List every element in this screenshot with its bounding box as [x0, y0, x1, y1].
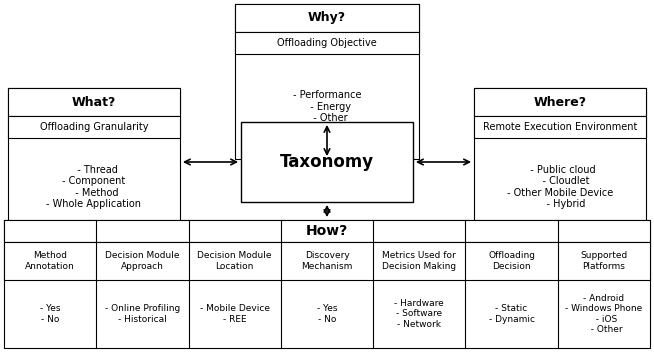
Text: Offloading Granularity: Offloading Granularity [40, 122, 148, 132]
Text: Supported
Platforms: Supported Platforms [580, 251, 627, 271]
Text: Offloading
Decision: Offloading Decision [488, 251, 535, 271]
Text: - Thread
- Component
  - Method
- Whole Application: - Thread - Component - Method - Whole Ap… [46, 165, 141, 209]
Bar [4, 220, 650, 242]
Text: Offloading Objective: Offloading Objective [277, 38, 377, 48]
Text: Why?: Why? [308, 12, 346, 25]
Text: Decision Module
Approach: Decision Module Approach [105, 251, 180, 271]
Bar [8, 116, 180, 138]
Text: Method
Annotation: Method Annotation [26, 251, 75, 271]
Bar [474, 88, 646, 116]
Text: - Public cloud
    - Cloudlet
- Other Mobile Device
    - Hybrid: - Public cloud - Cloudlet - Other Mobile… [507, 165, 613, 209]
Bar [474, 88, 646, 236]
Bar [8, 88, 180, 236]
Text: Metrics Used for
Decision Making: Metrics Used for Decision Making [382, 251, 456, 271]
Text: - Hardware
- Software
- Network: - Hardware - Software - Network [394, 299, 444, 329]
Bar [235, 32, 419, 54]
Bar [235, 4, 419, 32]
Text: - Android
- Windows Phone
  - iOS
  - Other: - Android - Windows Phone - iOS - Other [565, 294, 642, 334]
Bar [241, 122, 413, 202]
Text: - Online Profiling
- Historical: - Online Profiling - Historical [105, 304, 180, 324]
Text: - Yes
- No: - Yes - No [317, 304, 337, 324]
Text: Remote Execution Environment: Remote Execution Environment [483, 122, 637, 132]
Text: What?: What? [72, 95, 116, 108]
Bar [474, 116, 646, 138]
Text: - Static
- Dynamic: - Static - Dynamic [489, 304, 534, 324]
Text: - Performance
  - Energy
  - Other: - Performance - Energy - Other [293, 90, 361, 123]
Text: - Mobile Device
- REE: - Mobile Device - REE [199, 304, 269, 324]
Text: Where?: Where? [534, 95, 587, 108]
Bar [4, 220, 650, 348]
Text: Decision Module
Location: Decision Module Location [198, 251, 272, 271]
Bar [235, 4, 419, 159]
Text: Discovery
Mechanism: Discovery Mechanism [301, 251, 353, 271]
Text: - Yes
- No: - Yes - No [40, 304, 60, 324]
Bar [4, 242, 650, 280]
Text: Taxonomy: Taxonomy [280, 153, 374, 171]
Text: How?: How? [306, 224, 348, 238]
Bar [8, 88, 180, 116]
